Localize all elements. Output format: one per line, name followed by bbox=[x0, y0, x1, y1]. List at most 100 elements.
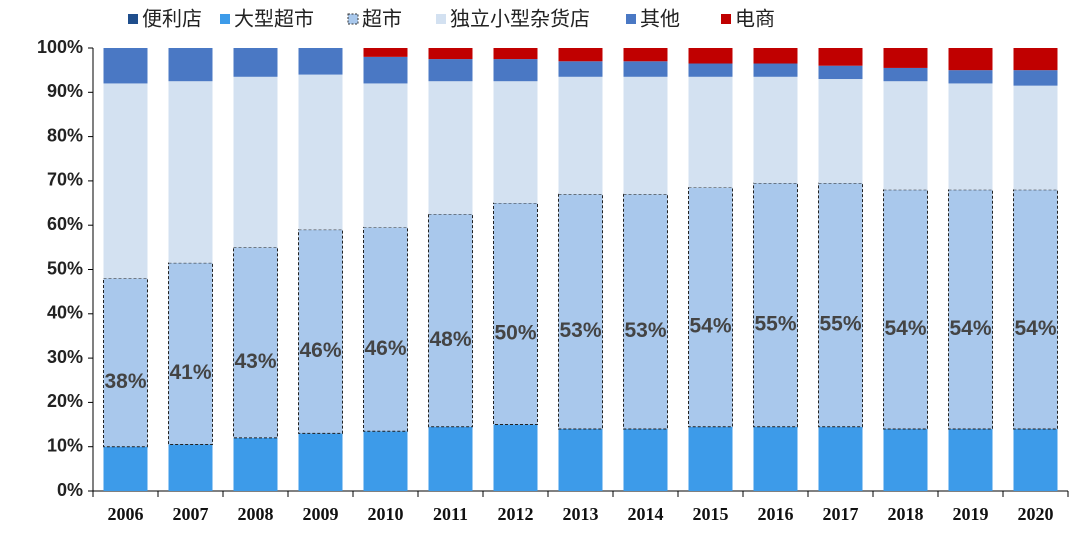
bar-segment bbox=[168, 262, 213, 445]
legend-label: 超市 bbox=[362, 7, 402, 31]
bar-segment bbox=[298, 433, 343, 491]
x-tick-label: 2016 bbox=[758, 504, 794, 524]
x-tick-label: 2015 bbox=[693, 504, 729, 524]
bar-segment bbox=[753, 426, 798, 491]
bar-segment bbox=[363, 431, 408, 491]
legend-label: 电商 bbox=[735, 7, 775, 31]
legend-label: 其他 bbox=[640, 7, 680, 31]
x-tick-label: 2006 bbox=[108, 504, 144, 524]
x-tick-label: 2019 bbox=[953, 504, 989, 524]
bar-segment bbox=[818, 65, 863, 80]
x-tick-label: 2010 bbox=[368, 504, 404, 524]
legend-label: 大型超市 bbox=[234, 7, 314, 31]
bar-segment bbox=[883, 189, 928, 430]
bar-segment bbox=[818, 426, 863, 491]
bar-segment bbox=[363, 56, 408, 84]
value-label: 54% bbox=[949, 317, 991, 340]
bar-segment bbox=[493, 59, 538, 82]
bar-segment bbox=[428, 81, 473, 215]
legend-swatch bbox=[220, 14, 230, 24]
value-label: 41% bbox=[169, 361, 211, 384]
legend-label: 独立小型杂货店 bbox=[450, 7, 590, 31]
value-label: 55% bbox=[819, 312, 861, 335]
value-label: 54% bbox=[884, 317, 926, 340]
bar-segment bbox=[1013, 70, 1058, 86]
bar-segment bbox=[233, 76, 278, 248]
y-tick-label: 10% bbox=[47, 435, 83, 455]
bar-segment bbox=[558, 48, 603, 62]
bar-segment bbox=[298, 48, 343, 75]
x-tick-label: 2011 bbox=[433, 504, 468, 524]
bar-segment bbox=[363, 48, 408, 57]
x-tick-label: 2009 bbox=[303, 504, 339, 524]
bar-segment bbox=[428, 213, 473, 428]
bar-segment bbox=[103, 48, 148, 84]
value-label: 53% bbox=[559, 319, 601, 342]
bar-segment bbox=[753, 48, 798, 64]
bar-segment bbox=[818, 182, 863, 428]
bar-segment bbox=[948, 48, 993, 71]
bar-segment bbox=[623, 61, 668, 77]
value-label: 38% bbox=[104, 370, 146, 393]
bar-segment bbox=[233, 246, 278, 439]
value-label: 55% bbox=[754, 312, 796, 335]
value-label: 53% bbox=[624, 319, 666, 342]
bar-segment bbox=[363, 226, 408, 432]
legend-swatch bbox=[128, 14, 138, 24]
value-label: 48% bbox=[429, 328, 471, 351]
bar-segment bbox=[818, 48, 863, 66]
bar-segment bbox=[753, 182, 798, 428]
bar-segment bbox=[493, 81, 538, 204]
bar-segment bbox=[883, 428, 928, 491]
bar-segment bbox=[623, 76, 668, 195]
bar-segment bbox=[623, 193, 668, 430]
y-tick-label: 60% bbox=[47, 214, 83, 234]
bar-segment bbox=[883, 48, 928, 68]
bar-segment bbox=[688, 187, 733, 428]
bar-segment bbox=[428, 59, 473, 82]
bar-segment bbox=[298, 74, 343, 230]
x-tick-label: 2017 bbox=[823, 504, 859, 524]
bar-segment bbox=[623, 428, 668, 491]
value-label: 50% bbox=[494, 321, 536, 344]
bar-segment bbox=[298, 229, 343, 434]
bar-segment bbox=[688, 426, 733, 491]
bar-segment bbox=[948, 189, 993, 430]
x-tick-label: 2014 bbox=[628, 504, 664, 524]
value-label: 46% bbox=[364, 337, 406, 360]
value-label: 46% bbox=[299, 339, 341, 362]
legend-swatch bbox=[347, 13, 359, 25]
y-tick-label: 20% bbox=[47, 391, 83, 411]
value-label: 54% bbox=[689, 315, 731, 338]
bar-segment bbox=[428, 426, 473, 491]
bar-segment bbox=[1013, 85, 1058, 190]
bar-segment bbox=[753, 76, 798, 184]
bar-segment bbox=[363, 83, 408, 228]
bar-segment bbox=[558, 61, 603, 77]
bar-segment bbox=[168, 81, 213, 263]
x-tick-label: 2012 bbox=[498, 504, 534, 524]
bar-segment bbox=[623, 48, 668, 62]
bar-segment bbox=[103, 446, 148, 491]
bar-segment bbox=[493, 424, 538, 491]
bar-segment bbox=[233, 48, 278, 77]
bar-segment bbox=[883, 67, 928, 82]
y-tick-label: 70% bbox=[47, 170, 83, 190]
bar-segment bbox=[168, 444, 213, 491]
bar-segment bbox=[103, 83, 148, 279]
bar-segment bbox=[818, 79, 863, 184]
bar-segment bbox=[1013, 48, 1058, 71]
y-tick-label: 30% bbox=[47, 347, 83, 367]
value-label: 43% bbox=[234, 350, 276, 373]
bar-segment bbox=[688, 48, 733, 64]
x-tick-label: 2020 bbox=[1018, 504, 1054, 524]
bar-segment bbox=[948, 83, 993, 190]
bar-segment bbox=[168, 48, 213, 82]
x-tick-label: 2008 bbox=[238, 504, 274, 524]
bar-segment bbox=[948, 70, 993, 84]
y-tick-label: 90% bbox=[47, 81, 83, 101]
bar-segment bbox=[493, 48, 538, 60]
bar-segment bbox=[493, 202, 538, 426]
y-tick-label: 40% bbox=[47, 303, 83, 323]
